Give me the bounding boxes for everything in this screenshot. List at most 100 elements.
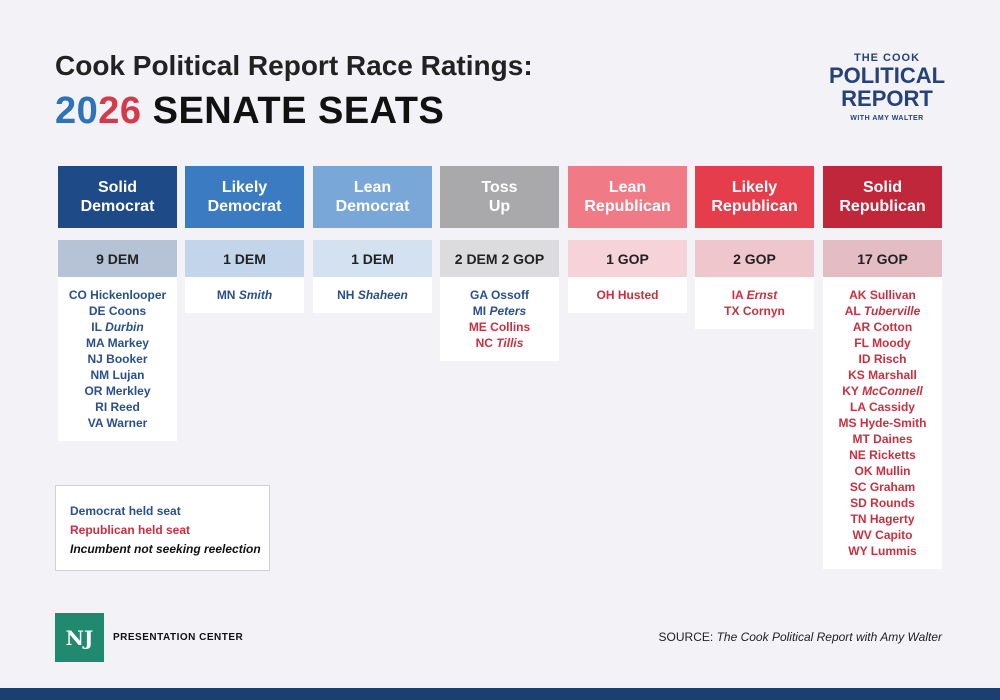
logo-line-4: WITH AMY WALTER <box>850 115 924 122</box>
seat-senator: Graham <box>869 480 916 494</box>
logo-line-2: POLITICAL <box>828 63 946 88</box>
seat-state: RI <box>95 400 108 414</box>
seat-state: IA <box>731 288 744 302</box>
rating-label-line-1: Likely <box>731 179 778 196</box>
seat-entry: FL Moody <box>823 335 942 351</box>
seat-senator: Ernst <box>746 288 778 302</box>
seat-senator: Mullin <box>875 464 911 478</box>
seat-entry: WY Lummis <box>823 543 942 559</box>
seat-state: IL <box>91 320 102 334</box>
rating-label-line-1: Lean <box>353 179 392 196</box>
seat-entry: SD Rounds <box>823 495 942 511</box>
rating-header: Lean Democrat <box>313 166 432 228</box>
seat-entry: MA Markey <box>58 335 177 351</box>
seat-senator: Moody <box>872 336 911 350</box>
cook-political-report-logo: THE COOK POLITICAL REPORT WITH AMY WALTE… <box>826 52 948 122</box>
seat-entry: KY McConnell <box>823 383 942 399</box>
seat-list: OH Husted <box>568 277 687 313</box>
seat-state: TN <box>850 512 867 526</box>
seat-count: 1 DEM <box>313 240 432 277</box>
seat-senator: Tillis <box>496 336 524 350</box>
rating-label-line-1: Toss <box>481 179 518 196</box>
seat-state: ME <box>468 320 487 334</box>
seat-entry: OK Mullin <box>823 463 942 479</box>
seat-state: MT <box>852 432 870 446</box>
seat-entry: GA Ossoff <box>440 287 559 303</box>
seat-entry: IL Durbin <box>58 319 177 335</box>
seat-entry: TX Cornyn <box>695 303 814 319</box>
seat-state: MS <box>838 416 857 430</box>
seat-state: NE <box>849 448 866 462</box>
rating-label-line-1: Solid <box>97 179 138 196</box>
seat-entry: VA Warner <box>58 415 177 431</box>
seat-state: WY <box>848 544 868 558</box>
rating-column: Likely Republican 2 GOP IA Ernst TX Cornyn <box>695 166 814 329</box>
seat-senator: Cornyn <box>742 304 785 318</box>
rating-label-line-2: Democrat <box>207 198 282 215</box>
seat-entry: NH Shaheen <box>313 287 432 303</box>
seat-entry: AR Cotton <box>823 319 942 335</box>
seat-senator: Rounds <box>870 496 915 510</box>
rating-column: Lean Republican 1 GOP OH Husted <box>568 166 687 313</box>
source-name: The Cook Political Report with Amy Walte… <box>716 630 942 644</box>
seat-count: 1 GOP <box>568 240 687 277</box>
seat-senator: Ossoff <box>490 288 529 302</box>
seat-state: NH <box>337 288 355 302</box>
rating-header: Toss Up <box>440 166 559 228</box>
seat-entry: OR Merkley <box>58 383 177 399</box>
rating-column: Toss Up 2 DEM 2 GOP GA Ossoff MI Peters ME Co… <box>440 166 559 361</box>
seat-senator: Collins <box>490 320 531 334</box>
seat-senator: Marshall <box>868 368 917 382</box>
rating-label-line-2: Up <box>488 198 511 215</box>
seat-entry: AL Tuberville <box>823 303 942 319</box>
seat-entry: SC Graham <box>823 479 942 495</box>
seat-state: TX <box>724 304 740 318</box>
seat-state: MA <box>86 336 105 350</box>
seat-state: OK <box>854 464 873 478</box>
rating-header: Likely Republican <box>695 166 814 228</box>
seat-state: NC <box>475 336 493 350</box>
seat-senator: Merkley <box>105 384 151 398</box>
seat-entry: NC Tillis <box>440 335 559 351</box>
bottom-bar <box>0 688 1000 700</box>
seat-senator: Lujan <box>112 368 145 382</box>
seat-state: VA <box>87 416 104 430</box>
rating-label-line-1: Likely <box>221 179 268 196</box>
seat-senator: Hyde-Smith <box>859 416 927 430</box>
seat-entry: RI Reed <box>58 399 177 415</box>
seat-entry: NM Lujan <box>58 367 177 383</box>
rating-column: Likely Democrat 1 DEM MN Smith <box>185 166 304 313</box>
seat-senator: Tuberville <box>863 304 921 318</box>
seat-senator: Reed <box>110 400 140 414</box>
source-label: SOURCE: <box>658 630 714 644</box>
seat-list: AK Sullivan AL Tuberville AR Cotton FL Mood… <box>823 277 942 569</box>
seat-senator: Durbin <box>105 320 144 334</box>
seat-list: MN Smith <box>185 277 304 313</box>
seat-entry: CO Hickenlooper <box>58 287 177 303</box>
seat-entry: MT Daines <box>823 431 942 447</box>
rating-label-line-1: Solid <box>862 179 903 196</box>
nj-logo: NJ <box>55 613 104 662</box>
seat-entry: NE Ricketts <box>823 447 942 463</box>
rating-label-line-2: Republican <box>839 198 926 215</box>
seat-list: GA Ossoff MI Peters ME Collins NC Tillis <box>440 277 559 361</box>
seat-entry: ID Risch <box>823 351 942 367</box>
seat-senator: Risch <box>873 352 907 366</box>
seat-count: 2 GOP <box>695 240 814 277</box>
seat-entry: MS Hyde-Smith <box>823 415 942 431</box>
seat-state: MI <box>472 304 487 318</box>
seat-state: CO <box>68 288 87 302</box>
seat-count: 1 DEM <box>185 240 304 277</box>
year-part-blue: 20 <box>55 90 99 132</box>
seat-senator: Sullivan <box>869 288 916 302</box>
seat-state: DE <box>88 304 106 318</box>
legend-retiring: Incumbent not seeking reelection <box>70 542 261 556</box>
logo-line-3: REPORT <box>841 86 933 111</box>
rating-label-line-2: Democrat <box>80 198 155 215</box>
seat-senator: Capito <box>875 528 913 542</box>
subtitle-rest: SENATE SEATS <box>141 90 445 132</box>
seat-state: NJ <box>87 352 103 366</box>
seat-entry: WV Capito <box>823 527 942 543</box>
seat-senator: McConnell <box>862 384 923 398</box>
year-part-red: 26 <box>98 90 142 132</box>
